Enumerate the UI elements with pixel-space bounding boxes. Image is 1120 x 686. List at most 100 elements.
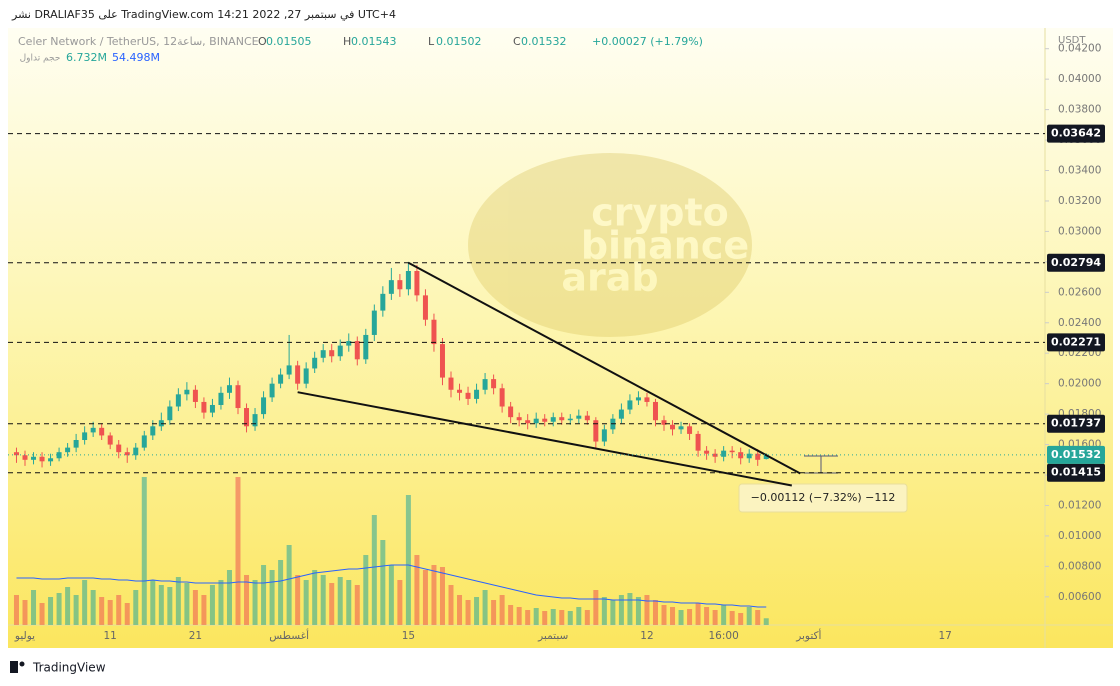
candle-body [704,450,710,454]
watermark-text: arab [561,256,658,300]
volume-bar [712,610,718,625]
volume-bar [746,607,752,625]
candle-body [124,452,130,456]
candle-body [482,379,488,390]
candle-body [593,420,599,442]
volume-bar [116,595,122,625]
volume-bar [465,600,471,625]
candle-body [312,357,318,369]
volume-bar [303,580,309,625]
volume-bar [107,600,113,625]
candle-body [439,344,445,378]
candle-body [235,385,241,409]
volume-bar [516,607,522,625]
volume-bar [380,540,386,625]
y-tick-label: 0.03400 [1058,165,1101,177]
candle-body [627,400,633,410]
ohlc-key: C [513,35,521,48]
y-tick-label: 0.03200 [1058,195,1101,207]
candle-body [261,397,267,415]
volume-bar [371,515,377,625]
volume-bar [542,611,548,625]
volume-bar [550,609,556,625]
candle-body [763,454,769,460]
volume-bar [661,605,667,625]
candle-body [397,280,403,290]
candle-body [576,415,582,419]
candle-body [584,415,590,421]
candle-body [209,404,215,413]
volume-bar [670,607,676,625]
y-tick-label: 0.03000 [1058,225,1101,237]
candle-body [99,427,105,436]
candle-body [141,435,147,448]
volume-bar [422,570,428,625]
y-tick-label: 0.02400 [1058,317,1101,329]
candle-body [533,418,539,424]
plot-bg [8,28,1113,648]
candle-body [729,450,735,453]
volume-bar [439,567,445,625]
watermark-text: binance [581,224,749,268]
watermark: crypto binance arab [468,153,752,337]
candle-body [107,435,113,445]
volume-bar [687,609,693,625]
candle-body [388,280,394,294]
x-tick-label: 11 [104,630,117,642]
candle-body [337,345,343,357]
candle-body [218,392,224,405]
candle-body [635,397,641,401]
volume-value: 6.732M [66,51,107,64]
level-tag [1047,253,1105,272]
volume-bar [56,593,62,625]
level-tag [1047,414,1105,433]
candle-body [559,417,565,421]
ohlc-value: 0.01543 [351,35,397,48]
candle-body [363,334,369,360]
candle-body [73,440,79,448]
candle-body [465,392,471,399]
volume-bar [482,590,488,625]
x-tick-label: 16:00 [709,630,739,642]
volume-name: حجم تداول [20,54,61,64]
candle-body [712,453,718,457]
candle-body [525,420,531,424]
candle-body [278,374,284,384]
ohlc-value: 0.01502 [436,35,482,48]
candle-body [31,456,37,460]
x-tick-label: 15 [402,630,415,642]
trend-line [297,391,792,487]
y-tick-label: 0.04200 [1058,43,1101,55]
volume-bar [235,477,241,625]
trend-line [407,261,801,475]
y-tick-label: 0.03800 [1058,104,1101,116]
volume-bar [457,595,463,625]
candle-body [65,447,71,453]
volume-bar [329,583,335,625]
volume-bar [312,570,318,625]
volume-bar [184,583,190,625]
candle-body [184,389,190,395]
candle-body [491,379,497,389]
candle-body [516,417,522,421]
volume-bar [644,595,650,625]
x-tick-label: أغسطس [269,628,309,642]
volume-bar [133,590,139,625]
y-tick-label: 0.00800 [1058,560,1101,572]
candle-body [354,341,360,360]
legend: Celer Network / TetherUS, 12ساعة, BINANC… [18,35,703,64]
published-note: نشر DRALIAF35 على TradingView.com في سبت… [11,8,396,21]
logo-dot [19,661,25,667]
volume-bar [278,560,284,625]
volume-bar [337,577,343,625]
volume-bar [244,575,250,625]
volume-bar [175,577,181,625]
y-tick-label: 0.00600 [1058,591,1101,603]
volume-bar [448,585,454,625]
candle-body [320,350,326,358]
volume-bar [508,605,514,625]
volume-bar [82,580,88,625]
symbol-label: Celer Network / TetherUS, 12ساعة, BINANC… [18,35,259,48]
volume-bar [755,610,761,625]
volume-bar [704,607,710,625]
